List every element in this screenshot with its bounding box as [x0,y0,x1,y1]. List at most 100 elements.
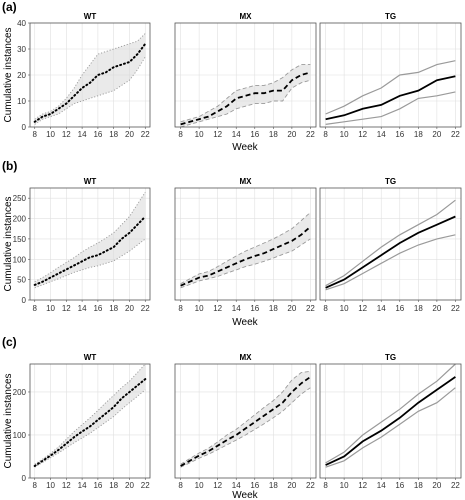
facet-title: MX [240,177,253,186]
facet-wt: WT 8 10 12 14 16 18 20 22 [29,12,151,139]
x-tick-label: 8 [323,481,328,490]
band-upper-line [325,199,456,287]
facet-tg: TG 8 10 12 14 16 18 20 22 [319,12,462,139]
x-tick-label: 18 [414,481,423,490]
y-tick-label: 250 [13,194,27,203]
confidence-band [180,371,311,468]
x-tick-label: 14 [78,304,87,313]
x-tick-label: 14 [78,130,87,139]
x-tick-label: 10 [195,481,204,490]
x-tick-label: 14 [377,304,386,313]
band-upper-line [34,363,146,465]
x-tick-label: 22 [141,304,150,313]
x-tick-label: 10 [340,304,349,313]
y-axis-title: Cumulative instances [3,196,14,291]
x-axis-title: Week [232,142,258,153]
x-tick-label: 22 [141,481,150,490]
mean-line [180,376,311,467]
x-tick-label: 18 [269,130,278,139]
facet-frame [319,187,462,301]
x-tick-label: 20 [432,304,441,313]
confidence-band [326,200,456,290]
facet-title: WT [84,177,97,186]
y-tick-label: 40 [17,19,26,28]
band-lower-line [34,389,146,468]
x-tick-label: 14 [377,130,386,139]
facet-mx: MX 8 10 12 14 16 18 20 22 [174,353,317,490]
x-axis-title: Week [232,317,258,328]
band-lower-line [325,91,456,125]
confidence-band [34,33,146,125]
x-tick-label: 16 [93,130,102,139]
x-axis-title: Week [232,490,258,500]
x-tick-label: 22 [306,130,315,139]
confidence-band [180,212,311,288]
x-tick-label: 16 [250,481,259,490]
x-tick-label: 12 [62,304,71,313]
y-tick-label: 30 [17,45,26,54]
x-tick-label: 20 [125,481,134,490]
x-tick-label: 22 [306,481,315,490]
y-tick-label: 0 [22,474,27,483]
x-tick-label: 12 [358,130,367,139]
confidence-band [34,364,146,468]
x-tick-label: 10 [340,130,349,139]
facet-frame [29,363,151,479]
x-tick-label: 16 [395,304,404,313]
x-tick-label: 12 [358,481,367,490]
panel-label: (c) [2,335,17,349]
x-tick-label: 12 [213,481,222,490]
x-tick-label: 10 [340,481,349,490]
x-tick-label: 12 [358,304,367,313]
x-tick-label: 16 [250,130,259,139]
band-upper-line [180,64,311,123]
x-tick-label: 18 [109,130,118,139]
x-tick-label: 8 [178,304,183,313]
band-lower-line [180,79,311,128]
x-tick-label: 22 [451,481,460,490]
y-tick-label: 0 [22,296,27,305]
x-tick-label: 16 [250,304,259,313]
x-tick-label: 8 [33,304,38,313]
facet-mx: MX 8 10 12 14 16 18 20 22 [174,12,317,139]
facet-wt: WT 8 10 12 14 16 18 20 22 [29,353,151,490]
band-upper-line [34,33,146,120]
mean-line [33,215,147,286]
band-upper-line [180,212,311,285]
x-tick-label: 20 [287,304,296,313]
y-axis-title: Cumulative instances [3,373,14,468]
x-tick-label: 22 [141,130,150,139]
x-tick-label: 12 [213,130,222,139]
facet-frame [319,363,462,479]
y-tick-label: 100 [13,431,27,440]
mean-line [325,215,456,289]
x-tick-label: 14 [78,481,87,490]
band-lower-line [325,387,456,468]
x-tick-label: 10 [195,130,204,139]
y-tick-label: 100 [13,255,27,264]
x-tick-label: 8 [33,481,38,490]
facet-wt: WT 8 10 12 14 16 18 20 22 [29,177,151,313]
band-lower-line [325,234,456,291]
x-tick-label: 12 [62,481,71,490]
band-lower-line [34,56,146,125]
facet-frame [29,22,151,128]
y-tick-label: 50 [17,276,26,285]
panel-label: (a) [2,0,17,14]
x-tick-label: 18 [414,304,423,313]
x-tick-label: 18 [109,304,118,313]
y-axis-title: Cumulative instances [3,27,14,122]
x-tick-label: 22 [451,304,460,313]
mean-line [33,378,147,467]
confidence-band [34,192,146,288]
y-tick-label: 20 [17,71,26,80]
y-tick-label: 150 [13,235,27,244]
x-tick-label: 14 [232,130,241,139]
facet-mx: MX 8 10 12 14 16 18 20 22 [174,177,317,313]
x-tick-label: 12 [213,304,222,313]
mean-line [325,75,456,121]
x-tick-label: 18 [269,304,278,313]
x-tick-label: 10 [46,481,55,490]
x-tick-label: 20 [287,481,296,490]
